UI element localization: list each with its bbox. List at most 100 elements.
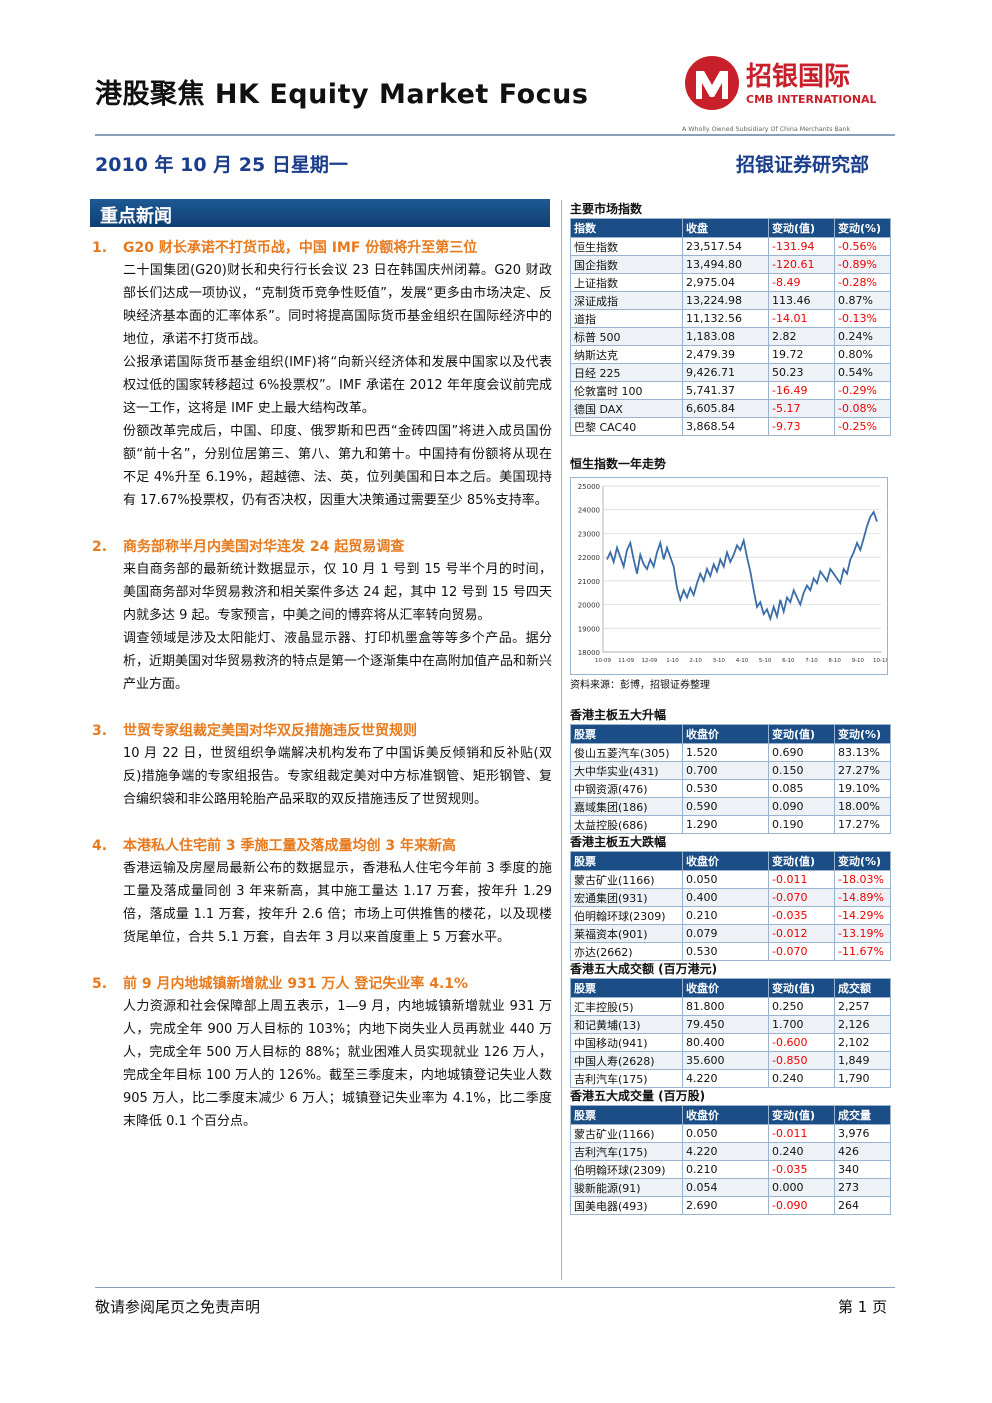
y-tick-label: 23000 — [578, 530, 600, 538]
cmb-international-logo: 招银国际 CMB INTERNATIONAL A Wholly Owned Su… — [682, 56, 877, 133]
column-header: 股票 — [570, 978, 683, 998]
table-cell: -0.070 — [768, 942, 835, 961]
news-number: 3. — [92, 723, 108, 739]
table-cell: 上证指数 — [570, 273, 683, 292]
table-cell: 标普 500 — [570, 327, 683, 346]
column-header: 变动(值) — [768, 851, 835, 871]
table-cell: -11.67% — [834, 942, 891, 961]
table-cell: 0.54% — [834, 363, 891, 382]
footer-disclaimer: 敬请参阅尾页之免责声明 — [95, 1298, 261, 1316]
table-cell: 0.530 — [682, 779, 769, 798]
news-item: 3. 世贸专家组裁定美国对华双反措施违反世贸规则 10 月 22 日，世贸组织争端解… — [92, 720, 552, 811]
table-cell: 德国 DAX — [570, 399, 683, 418]
table-cell: 0.590 — [682, 797, 769, 816]
column-header: 股票 — [570, 724, 683, 744]
column-header: 收盘价 — [682, 1105, 769, 1125]
table-cell: -0.011 — [768, 1124, 835, 1143]
table-row: 中钢资源(476) 0.530 0.085 19.10% — [570, 779, 891, 798]
y-tick-label: 24000 — [578, 507, 600, 515]
column-header: 变动(值) — [768, 1105, 835, 1125]
x-tick-label: 10-09 — [595, 658, 611, 664]
top-volume-block: 香港五大成交量 (百万股) 股票 收盘价 变动(值) 成交量 蒙古矿业(1166) 0.05… — [570, 1088, 891, 1215]
hsi-series-line — [606, 510, 878, 622]
table-title: 香港五大成交额 (百万港元) — [570, 962, 718, 976]
table-cell: 2,257 — [834, 997, 891, 1016]
table-row: 恒生指数 23,517.54 -131.94 -0.56% — [570, 237, 891, 256]
table-title: 主要市场指数 — [570, 202, 643, 216]
table-title: 香港主板五大跌幅 — [570, 835, 667, 849]
table-cell: 伦敦富时 100 — [570, 381, 683, 400]
footer-divider — [95, 1287, 895, 1288]
index-table-block: 主要市场指数 指数 收盘 变动(值) 变动(%) 恒生指数 23,517.54 -131.94… — [570, 201, 891, 436]
market-table: 股票 收盘价 变动(值) 成交额 汇丰控股(5) 81.800 0.250 2,257 和记黄埔… — [570, 978, 891, 1088]
logo-en-text: CMB INTERNATIONAL — [746, 93, 877, 106]
table-cell: 大中华实业(431) — [570, 761, 683, 780]
table-row: 深证成指 13,224.98 113.46 0.87% — [570, 291, 891, 310]
table-cell: 0.090 — [768, 797, 835, 816]
table-row: 上证指数 2,975.04 -8.49 -0.28% — [570, 273, 891, 292]
table-cell: 中国人寿(2628) — [570, 1051, 683, 1070]
table-cell: 0.054 — [682, 1178, 769, 1197]
table-cell: 6,605.84 — [682, 399, 769, 418]
column-header: 变动(%) — [834, 218, 891, 238]
news-number: 2. — [92, 539, 108, 555]
table-cell: 0.240 — [768, 1142, 835, 1161]
column-divider — [561, 200, 562, 1280]
table-cell: 骏新能源(91) — [570, 1178, 683, 1197]
table-row: 莱福资本(901) 0.079 -0.012 -13.19% — [570, 924, 891, 943]
table-cell: -5.17 — [768, 399, 835, 418]
column-header: 变动(%) — [834, 724, 891, 744]
table-row: 伯明翰环球(2309) 0.210 -0.035 340 — [570, 1160, 891, 1179]
column-header: 股票 — [570, 1105, 683, 1125]
column-header: 收盘价 — [682, 978, 769, 998]
table-cell: 0.87% — [834, 291, 891, 310]
table-cell: 吉利汽车(175) — [570, 1069, 683, 1088]
table-cell: 1,790 — [834, 1069, 891, 1088]
news-title: 本港私人住宅前 3 季施工量及落成量均创 3 年来新高 — [123, 838, 456, 854]
table-title: 香港五大成交量 (百万股) — [570, 1089, 706, 1103]
top-losers-block: 香港主板五大跌幅 股票 收盘价 变动(值) 变动(%) 蒙古矿业(1166) 0.050 -0… — [570, 834, 891, 961]
hsi-chart: 25000 24000 23000 22000 21000 20000 19000 18000… — [570, 477, 889, 675]
table-row: 骏新能源(91) 0.054 0.000 273 — [570, 1178, 891, 1197]
table-cell: 0.400 — [682, 888, 769, 907]
market-data-column: 主要市场指数 指数 收盘 变动(值) 变动(%) 恒生指数 23,517.54 -131.94… — [570, 201, 891, 1215]
table-cell: 3,976 — [834, 1124, 891, 1143]
chart-source: 资料来源：彭博，招银证券整理 — [570, 680, 710, 691]
page-number: 第 1 页 — [838, 1298, 888, 1316]
column-header: 收盘 — [682, 218, 769, 238]
research-department: 招银证券研究部 — [736, 154, 870, 176]
market-table: 股票 收盘价 变动(值) 变动(%) 俊山五菱汽车(305) 1.520 0.690 83.1… — [570, 724, 891, 834]
chart-title: 恒生指数一年走势 — [570, 457, 667, 471]
table-cell: 2,126 — [834, 1015, 891, 1034]
news-item: 5. 前 9 月内地城镇新增就业 931 万人 登记失业率 4.1% 人力资源和社会… — [92, 973, 552, 1133]
logo-sub-text: A Wholly Owned Subsidiary Of China Merch… — [682, 126, 851, 133]
report-date: 2010 年 10 月 25 日星期一 — [95, 154, 348, 176]
table-cell: 国企指数 — [570, 255, 683, 274]
table-row: 伦敦富时 100 5,741.37 -16.49 -0.29% — [570, 381, 891, 400]
table-cell: 0.80% — [834, 345, 891, 364]
news-title: 商务部称半月内美国对华连发 24 起贸易调查 — [123, 539, 405, 555]
table-cell: 亦达(2662) — [570, 942, 683, 961]
column-header: 股票 — [570, 851, 683, 871]
news-paragraph: 人力资源和社会保障部上周五表示，1—9 月，内地城镇新增就业 931 万人，完成… — [123, 999, 552, 1129]
x-tick-label: 9-10 — [852, 658, 865, 664]
news-item: 1. G20 财长承诺不打货币战，中国 IMF 份额将升至第三位 二十国集团(G20… — [92, 237, 552, 512]
table-cell: 35.600 — [682, 1051, 769, 1070]
logo-cn-text: 招银国际 — [746, 62, 850, 92]
table-cell: -14.01 — [768, 309, 835, 328]
news-headline: 5. 前 9 月内地城镇新增就业 931 万人 登记失业率 4.1% — [92, 973, 552, 995]
table-cell: 19.10% — [834, 779, 891, 798]
news-paragraph: 来自商务部的最新统计数据显示，仅 10 月 1 号到 15 号半个月的时间，美国… — [123, 562, 552, 623]
table-cell: 0.250 — [768, 997, 835, 1016]
table-cell: 426 — [834, 1142, 891, 1161]
news-paragraph: 调查领域是涉及太阳能灯、液晶显示器、打印机墨盒等等多个产品。据分析，近期美国对华… — [123, 631, 553, 692]
table-cell: 1.700 — [768, 1015, 835, 1034]
news-headline: 2. 商务部称半月内美国对华连发 24 起贸易调查 — [92, 536, 552, 558]
table-cell: -0.29% — [834, 381, 891, 400]
news-section-title: 重点新闻 — [100, 206, 172, 227]
table-cell: 中国移动(941) — [570, 1033, 683, 1052]
table-row: 纳斯达克 2,479.39 19.72 0.80% — [570, 345, 891, 364]
x-tick-label: 11-09 — [618, 658, 634, 664]
table-row: 和记黄埔(13) 79.450 1.700 2,126 — [570, 1015, 891, 1034]
table-cell: -0.600 — [768, 1033, 835, 1052]
